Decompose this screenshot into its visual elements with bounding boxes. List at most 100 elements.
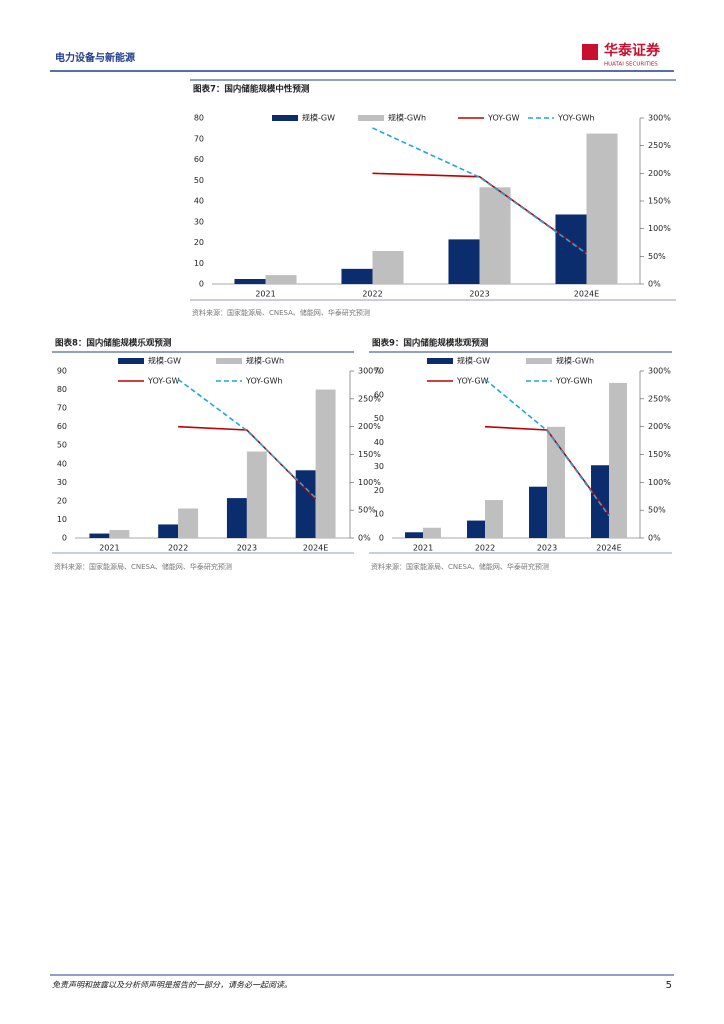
y-tick-label: 30 [374,462,384,471]
y-tick-label: 50 [57,441,67,450]
bar [609,382,627,538]
x-tick-label: 2021 [99,544,119,553]
y-tick-label: 60 [374,390,384,399]
legend-label: 规模-GWh [388,113,426,123]
y-tick-label: 70 [374,367,384,376]
y2-tick-label: 100% [648,478,671,487]
bar [226,498,247,538]
bar [315,389,336,538]
y2-tick-label: 50% [648,252,666,261]
bar [372,251,404,284]
y-tick-label: 70 [194,134,204,143]
bar [265,275,297,284]
legend-swatch [526,358,552,364]
y2-tick-label: 250% [358,394,381,403]
y-tick-label: 0 [379,534,384,543]
y2-tick-label: 250% [648,394,671,403]
legend-label: 规模-GW [148,356,181,366]
y2-tick-label: 150% [648,197,671,206]
y-tick-label: 20 [194,238,204,247]
y-tick-label: 10 [57,515,67,524]
y-tick-label: 70 [57,404,67,413]
x-tick-label: 2023 [469,290,489,299]
x-tick-label: 2024E [596,544,621,553]
y2-tick-label: 50% [358,506,376,515]
bar [529,486,547,538]
legend-label: 规模-GW [457,356,490,366]
chart-title: 图表8：国内储能规模乐观预测 [55,338,172,349]
bar [485,500,503,538]
x-tick-label: 2024E [574,290,599,299]
y-tick-label: 10 [374,510,384,519]
legend-label: 规模-GW [302,113,335,123]
bar [405,532,423,538]
legend-label: YOY-GWh [557,114,595,123]
legend-swatch [427,358,453,364]
bar [234,279,266,284]
y2-tick-label: 300% [648,114,671,123]
legend-swatch [272,115,298,121]
y-tick-label: 40 [374,438,384,447]
y-tick-label: 30 [57,478,67,487]
chart-title: 图表9：国内储能规模悲观预测 [372,338,489,349]
legend-swatch [118,358,144,364]
source: 资料来源：国家能源局、CNESA、储能网、华泰研究预测 [192,308,370,317]
y-tick-label: 60 [57,422,67,431]
y-tick-label: 90 [57,367,67,376]
legend-swatch [216,358,242,364]
y-tick-label: 50 [374,414,384,423]
x-tick-label: 2021 [255,290,275,299]
y-tick-label: 20 [57,496,67,505]
y2-tick-label: 100% [648,224,671,233]
x-tick-label: 2021 [413,544,433,553]
bar [89,533,110,538]
y2-tick-label: 0% [358,534,371,543]
y-tick-label: 0 [62,534,67,543]
y2-tick-label: 150% [648,450,671,459]
y-tick-label: 0 [199,280,204,289]
y-tick-label: 20 [374,486,384,495]
x-tick-label: 2022 [475,544,495,553]
line-series [178,425,317,500]
bar [158,524,179,538]
source: 资料来源：国家能源局、CNESA、储能网、华泰研究预测 [54,562,232,571]
brand-cn: 华泰证券 [604,42,661,59]
y-tick-label: 60 [194,155,204,164]
legend-label: YOY-GWh [555,377,593,386]
y2-tick-label: 200% [648,169,671,178]
legend-label: YOY-GW [487,114,520,123]
x-tick-label: 2022 [362,290,382,299]
legend-label: YOY-GWh [245,377,283,386]
x-tick-label: 2022 [168,544,188,553]
y-tick-label: 50 [194,176,204,185]
line-series [372,172,587,254]
bar [547,426,565,538]
y2-tick-label: 100% [358,478,381,487]
legend-label: 规模-GWh [246,356,284,366]
bar [586,133,618,284]
bar [178,508,199,538]
y2-tick-label: 200% [358,422,381,431]
y2-tick-label: 300% [358,367,381,376]
x-tick-label: 2023 [237,544,257,553]
legend-swatch [358,115,384,121]
bar [341,268,373,284]
y2-tick-label: 50% [648,506,666,515]
y2-tick-label: 150% [358,450,381,459]
legend-label: YOY-GW [456,377,489,386]
logo-icon [582,44,598,60]
line-series [177,378,317,499]
bar [479,187,511,284]
y-tick-label: 30 [194,217,204,226]
y2-tick-label: 0% [648,534,661,543]
bar [423,527,441,538]
chart-title: 图表7：国内储能规模中性预测 [193,84,310,95]
y-tick-label: 40 [57,459,67,468]
bar [295,470,316,538]
y2-tick-label: 200% [648,422,671,431]
page-number: 5 [666,980,672,991]
x-tick-label: 2024E [303,544,328,553]
bar [109,530,130,538]
legend-label: YOY-GW [147,377,180,386]
